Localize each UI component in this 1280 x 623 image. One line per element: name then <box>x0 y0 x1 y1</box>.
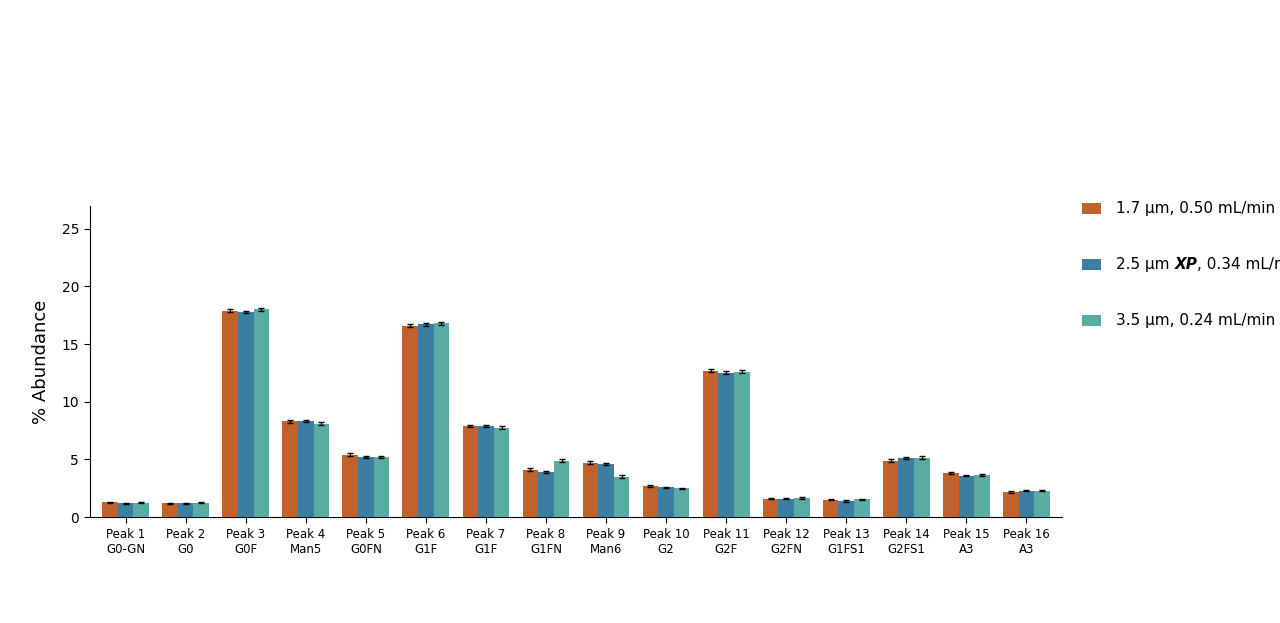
Bar <box>522 470 538 517</box>
Y-axis label: % Abundance: % Abundance <box>32 299 50 424</box>
Bar <box>419 325 434 517</box>
Bar <box>102 502 118 517</box>
Bar <box>163 503 178 517</box>
Bar <box>959 475 974 517</box>
Bar <box>178 503 193 517</box>
Bar <box>283 421 298 517</box>
Bar <box>479 426 494 517</box>
Text: 1.7 μm, 0.50 mL/min: 1.7 μm, 0.50 mL/min <box>1116 201 1275 216</box>
Bar <box>133 503 148 517</box>
Bar <box>733 372 750 517</box>
Bar <box>434 323 449 517</box>
Bar <box>943 473 959 517</box>
Bar <box>1004 492 1019 517</box>
Bar <box>598 464 614 517</box>
Bar <box>374 457 389 517</box>
Bar <box>794 498 809 517</box>
Bar <box>854 499 869 517</box>
Bar <box>778 498 794 517</box>
Bar <box>883 460 899 517</box>
Bar <box>658 487 673 517</box>
Bar <box>253 310 269 517</box>
Text: 3.5 μm, 0.24 mL/min: 3.5 μm, 0.24 mL/min <box>1116 313 1275 328</box>
Bar <box>538 472 554 517</box>
Bar <box>823 500 838 517</box>
Bar <box>402 326 419 517</box>
Bar <box>643 486 658 517</box>
Bar <box>343 455 358 517</box>
Bar <box>223 311 238 517</box>
Bar <box>673 488 690 517</box>
Bar <box>358 457 374 517</box>
Bar <box>494 427 509 517</box>
Bar <box>718 373 733 517</box>
Bar <box>554 460 570 517</box>
Text: 2.5 μm: 2.5 μm <box>1116 257 1175 272</box>
Bar <box>462 426 479 517</box>
Bar <box>838 501 854 517</box>
Bar <box>314 424 329 517</box>
Bar <box>703 371 718 517</box>
Bar <box>582 463 598 517</box>
Bar <box>899 459 914 517</box>
Bar <box>1034 490 1050 517</box>
Bar <box>763 498 778 517</box>
Bar <box>118 503 133 517</box>
Text: , 0.34 mL/min: , 0.34 mL/min <box>1197 257 1280 272</box>
Bar <box>298 421 314 517</box>
Bar <box>614 477 630 517</box>
Bar <box>914 458 929 517</box>
Bar <box>238 312 253 517</box>
Bar <box>974 475 989 517</box>
Bar <box>1019 490 1034 517</box>
Text: XP: XP <box>1175 257 1197 272</box>
Bar <box>193 503 209 517</box>
